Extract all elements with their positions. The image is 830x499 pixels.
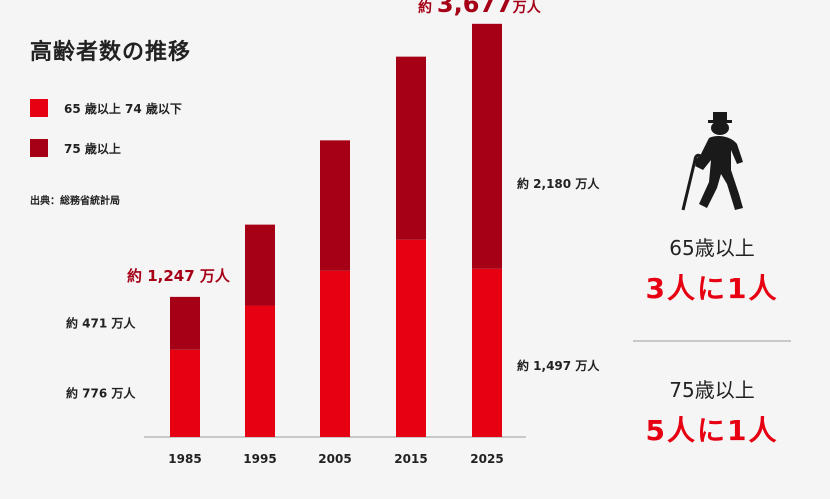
stat2-value: 5人に1人 — [645, 414, 779, 447]
bar-2015-65-74 — [396, 239, 426, 437]
bar-2025-65-74 — [472, 268, 502, 437]
data-label-1985-75plus: 約 471 万人 — [66, 315, 136, 330]
bar-1985-75plus — [170, 296, 200, 350]
legend-label-65-74: 65 歳以上 74 歳以下 — [64, 101, 182, 116]
bar-2005-65-74 — [320, 270, 350, 437]
total-label-2025: 約 3,677万人 — [418, 0, 542, 18]
legend-swatch-65-74 — [30, 99, 48, 117]
stats-divider — [633, 340, 791, 342]
total-label-1985: 約 1,247 万人 — [127, 267, 231, 285]
stat1-value: 3人に1人 — [645, 272, 779, 305]
stats-panel: 65歳以上 3人に1人 — [633, 100, 791, 307]
bar-1985-65-74 — [170, 349, 200, 437]
bar-1995-75plus — [245, 224, 275, 306]
bar-2025-75plus — [472, 23, 502, 269]
elderly-person-with-cane-icon — [633, 100, 791, 220]
source-note: 出典：総務省統計局 — [30, 196, 120, 207]
x-tick-label-1985: 1985 — [168, 452, 201, 466]
x-tick-label-2025: 2025 — [470, 452, 503, 466]
data-label-2025-75plus: 約 2,180 万人 — [517, 176, 600, 191]
x-tick-label-2005: 2005 — [318, 452, 351, 466]
legend-label-75plus: 75 歳以上 — [64, 141, 121, 156]
bar-1995-65-74 — [245, 305, 275, 437]
legend-swatch-75plus — [30, 139, 48, 157]
bar-2005-75plus — [320, 140, 350, 271]
stat1-label: 65歳以上 — [669, 236, 755, 260]
stat2-label: 75歳以上 — [669, 378, 755, 402]
bar-2015-75plus — [396, 56, 426, 240]
x-tick-label-1995: 1995 — [243, 452, 276, 466]
data-label-1985-65-74: 約 776 万人 — [66, 385, 136, 400]
legend-item-75plus: 75 歳以上 — [30, 139, 121, 157]
chart-title: 高齢者数の推移 — [30, 40, 192, 65]
stats-panel-2: 75歳以上 5人に1人 — [633, 374, 791, 449]
x-tick-label-2015: 2015 — [394, 452, 427, 466]
legend-item-65-74: 65 歳以上 74 歳以下 — [30, 99, 182, 117]
data-label-2025-65-74: 約 1,497 万人 — [517, 358, 600, 373]
